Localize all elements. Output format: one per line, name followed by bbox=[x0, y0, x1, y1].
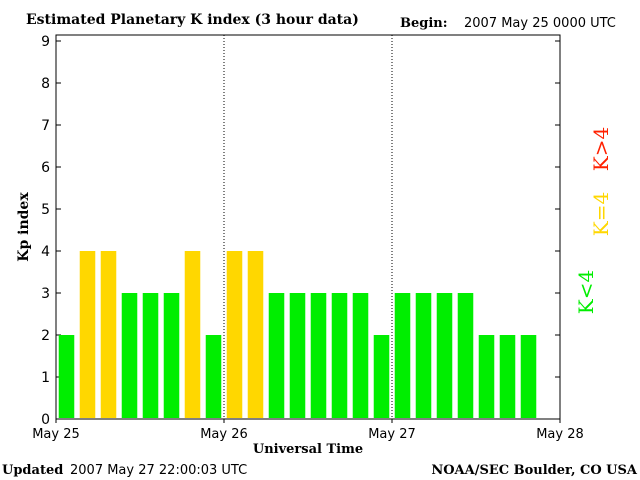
kp-bar bbox=[79, 251, 96, 418]
y-axis-title: Kp index bbox=[16, 192, 32, 262]
kp-bar bbox=[247, 251, 264, 418]
y-tick-label: 1 bbox=[41, 370, 50, 386]
kp-bar bbox=[331, 293, 348, 418]
kp-bar bbox=[436, 293, 453, 418]
legend-entry-high: K>4 bbox=[589, 127, 613, 171]
legend: K<4 K=4 K>4 bbox=[574, 127, 613, 314]
y-tick-label: 5 bbox=[41, 202, 50, 218]
kp-bar bbox=[100, 251, 117, 418]
y-tick-label: 0 bbox=[41, 412, 50, 428]
legend-entry-equal: K=4 bbox=[589, 192, 613, 236]
y-tick-label: 9 bbox=[41, 34, 50, 50]
kp-bar bbox=[373, 335, 390, 418]
kp-bar bbox=[184, 251, 201, 418]
x-tick-label: May 26 bbox=[200, 427, 248, 442]
y-tick-label: 3 bbox=[41, 286, 50, 302]
kp-bar bbox=[457, 293, 474, 418]
x-axis-title: Universal Time bbox=[253, 442, 363, 457]
source-credit: NOAA/SEC Boulder, CO USA bbox=[431, 463, 638, 478]
kp-bar bbox=[289, 293, 306, 418]
begin-label: Begin: bbox=[400, 16, 448, 31]
kp-bar bbox=[478, 335, 495, 418]
y-tick-label: 2 bbox=[41, 328, 50, 344]
day-separators bbox=[223, 35, 393, 419]
legend-entry-low: K<4 bbox=[574, 270, 598, 314]
kp-bar bbox=[520, 335, 537, 418]
begin-value: 2007 May 25 0000 UTC bbox=[464, 16, 616, 31]
y-axis-ticks: 0 1 2 3 4 5 6 7 8 9 bbox=[41, 34, 560, 428]
kp-bar bbox=[310, 293, 327, 418]
kp-bar bbox=[268, 293, 285, 418]
kp-bar bbox=[415, 293, 432, 418]
kp-bar bbox=[352, 293, 369, 418]
kp-bar bbox=[121, 293, 138, 418]
y-tick-label: 8 bbox=[41, 76, 50, 92]
y-tick-label: 7 bbox=[41, 118, 50, 134]
x-tick-label: May 28 bbox=[536, 427, 584, 442]
kp-bar bbox=[205, 335, 222, 418]
updated-label: Updated bbox=[2, 463, 63, 478]
x-axis-ticks: May 25 May 26 May 27 May 28 bbox=[32, 419, 584, 442]
bars bbox=[58, 251, 537, 418]
kp-bar bbox=[163, 293, 180, 418]
chart-title: Estimated Planetary K index (3 hour data… bbox=[26, 12, 359, 28]
plot-area bbox=[55, 34, 561, 420]
kp-bar bbox=[394, 293, 411, 418]
y-tick-label: 6 bbox=[41, 160, 50, 176]
x-tick-label: May 25 bbox=[32, 427, 80, 442]
kp-bar bbox=[226, 251, 243, 418]
y-tick-label: 4 bbox=[41, 244, 50, 260]
updated-value: 2007 May 27 22:00:03 UTC bbox=[70, 463, 247, 478]
kp-bar bbox=[142, 293, 159, 418]
kp-bar bbox=[499, 335, 516, 418]
x-tick-label: May 27 bbox=[368, 427, 416, 442]
kp-bar bbox=[58, 335, 75, 418]
